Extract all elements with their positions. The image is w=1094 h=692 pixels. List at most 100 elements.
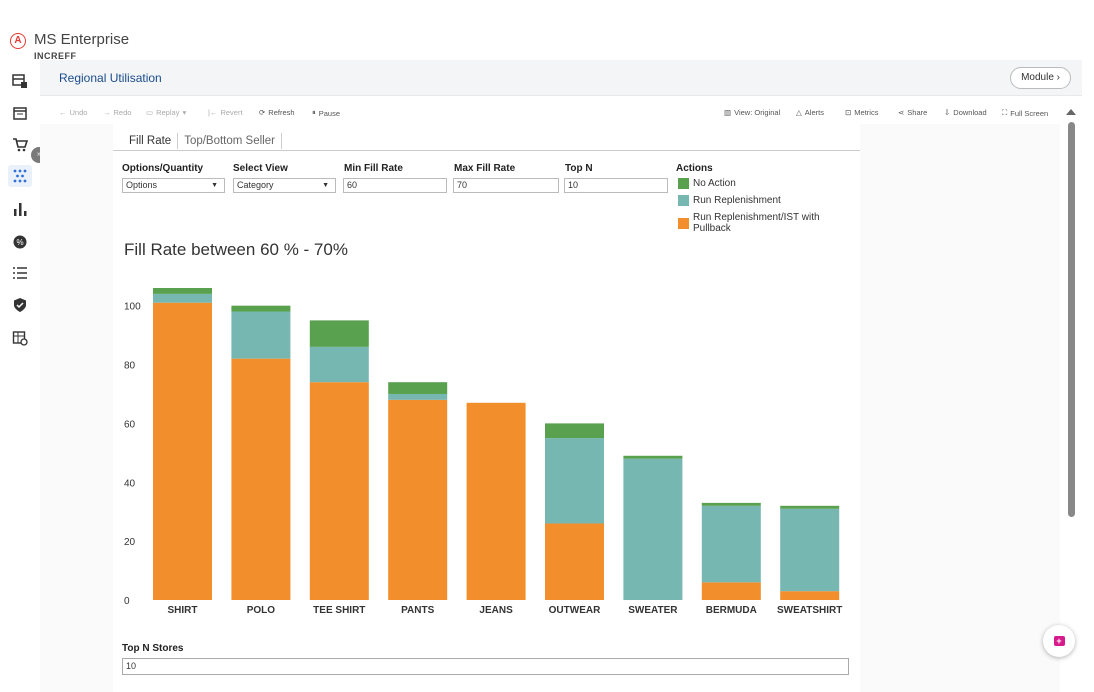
bar-segment[interactable] xyxy=(231,305,291,312)
bar-segment[interactable] xyxy=(701,582,761,600)
undo-icon: ← xyxy=(59,108,67,117)
app-title: MS Enterprise xyxy=(34,31,130,48)
bar-segment[interactable] xyxy=(153,293,212,303)
top-bar: A MS Enterprise INCREFF xyxy=(0,0,1094,61)
bar-segment[interactable] xyxy=(701,502,761,506)
options-select[interactable]: Options ▼ xyxy=(122,178,225,193)
bell-icon: △ xyxy=(796,108,802,117)
bar-segment[interactable] xyxy=(780,508,840,592)
refresh-icon: ⟳ xyxy=(259,108,266,117)
share-icon: ⋖ xyxy=(898,108,905,117)
pause-button[interactable]: ⏸ Pause xyxy=(312,108,341,118)
top-n-label: Top N xyxy=(565,163,593,174)
svg-text:%: % xyxy=(16,238,23,247)
legend-run-replenishment[interactable]: Run Replenishment xyxy=(678,195,781,206)
replay-button[interactable]: ▭ Replay ▾ xyxy=(146,108,187,117)
metrics-icon: ⊡ xyxy=(845,108,852,117)
y-tick-label: 60 xyxy=(124,419,136,430)
network-icon[interactable] xyxy=(8,165,32,187)
page-header: Regional Utilisation Module › xyxy=(40,60,1082,96)
alerts-button[interactable]: △ Alerts xyxy=(796,108,824,117)
refresh-button[interactable]: ⟳ Refresh xyxy=(259,108,295,117)
min-fill-rate-label: Min Fill Rate xyxy=(344,163,403,174)
add-note-button[interactable]: + xyxy=(1043,625,1075,657)
bar-segment[interactable] xyxy=(231,358,291,600)
fullscreen-button[interactable]: ⛶ Full Screen xyxy=(1002,108,1049,118)
bar-segment[interactable] xyxy=(388,393,448,400)
legend-swatch xyxy=(678,217,689,229)
bar-segment[interactable] xyxy=(231,311,291,359)
top-n-stores-input[interactable]: 10 xyxy=(122,658,849,675)
bar-segment[interactable] xyxy=(388,399,448,600)
tab-fill-rate[interactable]: Fill Rate xyxy=(123,133,179,149)
bar-chart-icon[interactable] xyxy=(8,198,32,220)
logo-icon: A xyxy=(10,33,26,49)
view-original-button[interactable]: ▥ View: Original xyxy=(724,108,781,117)
legend-swatch xyxy=(678,178,689,189)
x-tick-label: POLO xyxy=(247,605,276,616)
top-n-input[interactable]: 10 xyxy=(564,178,668,193)
pause-icon: ⏸ xyxy=(312,108,316,117)
left-margin xyxy=(40,124,113,692)
bar-segment[interactable] xyxy=(623,458,683,600)
tab-divider xyxy=(113,150,860,151)
list-icon[interactable] xyxy=(8,262,32,284)
y-tick-label: 20 xyxy=(124,537,136,548)
fill-rate-chart: 0 20 40 60 80 100 SHIRT POLO TEE SHIRT PANTS JEANS… xyxy=(124,288,842,616)
tab-top-bottom-seller[interactable]: Top/Bottom Seller xyxy=(178,133,282,149)
x-tick-label: BERMUDA xyxy=(706,605,757,616)
select-view-label: Select View xyxy=(233,163,288,174)
x-tick-label: SWEATSHIRT xyxy=(777,605,842,616)
x-tick-label: OUTWEAR xyxy=(549,605,601,616)
dashboard-content: Fill Rate Top/Bottom Seller Options/Quan… xyxy=(113,130,860,692)
calendar-icon[interactable] xyxy=(8,102,32,124)
chevron-down-icon: ▼ xyxy=(322,182,329,189)
bar-segment[interactable] xyxy=(153,302,212,600)
tab-bar: Fill Rate Top/Bottom Seller xyxy=(123,133,282,149)
bar-segment[interactable] xyxy=(623,455,683,459)
legend-run-replenishment-ist[interactable]: Run Replenishment/IST with Pullback xyxy=(678,212,860,234)
org-name: INCREFF xyxy=(34,51,77,61)
x-tick-label: SHIRT xyxy=(168,605,198,616)
legend-swatch xyxy=(678,195,689,206)
y-tick-label: 0 xyxy=(124,596,130,607)
download-button[interactable]: ⇩ Download xyxy=(944,108,987,117)
revert-button[interactable]: |← Revert xyxy=(208,108,243,117)
share-button[interactable]: ⋖ Share xyxy=(898,108,928,117)
bar-segment[interactable] xyxy=(309,346,369,383)
max-fill-rate-label: Max Fill Rate xyxy=(454,163,516,174)
module-button[interactable]: Module › xyxy=(1010,67,1071,89)
scroll-up-icon[interactable] xyxy=(1066,109,1076,115)
select-view-select[interactable]: Category ▼ xyxy=(233,178,336,193)
cart-icon[interactable] xyxy=(8,134,32,156)
metrics-button[interactable]: ⊡ Metrics xyxy=(845,108,879,117)
min-fill-rate-input[interactable]: 60 xyxy=(343,178,447,193)
max-fill-rate-input[interactable]: 70 xyxy=(453,178,559,193)
badge-icon[interactable]: % xyxy=(8,231,32,253)
vertical-scrollbar[interactable] xyxy=(1068,122,1075,517)
bar-segment[interactable] xyxy=(545,438,604,524)
shield-icon[interactable] xyxy=(8,294,32,316)
dashboard-icon[interactable] xyxy=(8,70,32,92)
bar-segment[interactable] xyxy=(545,523,604,600)
y-tick-label: 80 xyxy=(124,361,136,372)
fullscreen-icon: ⛶ xyxy=(1002,108,1008,117)
bar-segment[interactable] xyxy=(701,505,761,583)
bar-segment[interactable] xyxy=(780,591,840,600)
y-tick-label: 100 xyxy=(124,302,141,313)
bar-segment[interactable] xyxy=(153,288,212,294)
redo-icon: → xyxy=(103,108,111,117)
undo-button[interactable]: ← Undo xyxy=(59,108,88,117)
y-tick-label: 40 xyxy=(124,478,136,489)
bar-segment[interactable] xyxy=(309,382,369,600)
actions-label: Actions xyxy=(676,163,713,174)
chevron-down-icon: ▾ xyxy=(182,108,187,117)
bar-segment[interactable] xyxy=(388,382,448,394)
legend-no-action[interactable]: No Action xyxy=(678,178,736,189)
bar-segment[interactable] xyxy=(780,505,840,509)
bar-segment[interactable] xyxy=(545,423,604,439)
redo-button[interactable]: → Redo xyxy=(103,108,132,117)
bar-segment[interactable] xyxy=(466,402,526,600)
bar-segment[interactable] xyxy=(309,320,369,347)
table-icon[interactable] xyxy=(8,327,32,349)
